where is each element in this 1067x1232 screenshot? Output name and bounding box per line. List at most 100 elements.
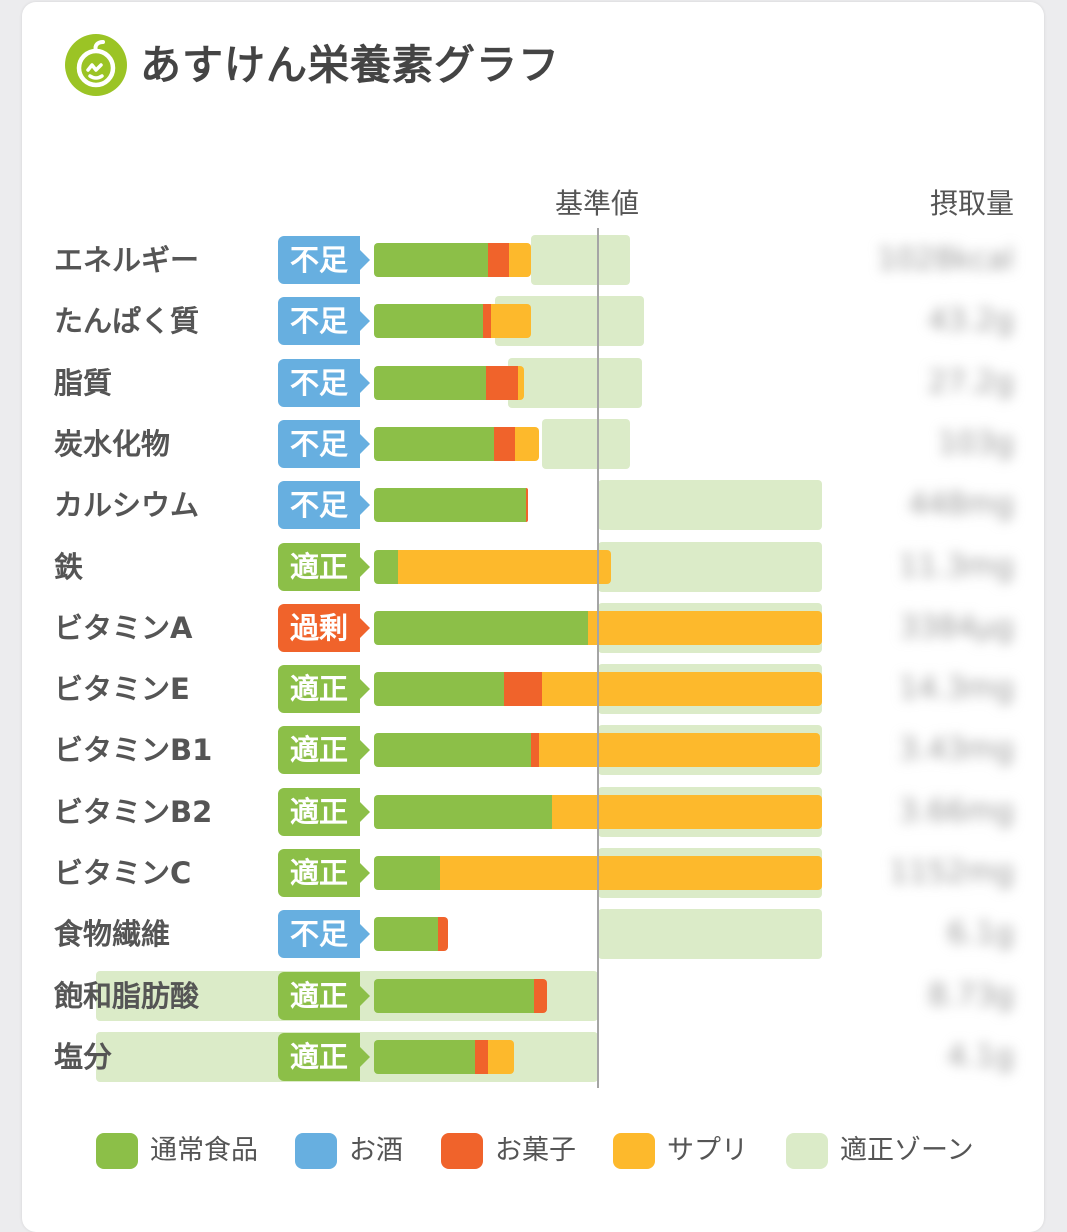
bar-segment-snacks	[483, 304, 492, 339]
intake-value: 1028kcal	[877, 242, 1014, 277]
proper-zone	[598, 909, 822, 960]
intake-column-header: 摂取量	[929, 187, 1014, 220]
proper-zone	[541, 418, 631, 469]
legend-label: お菓子	[495, 1135, 576, 1166]
reference-line	[597, 228, 599, 1088]
bar-segment-supplement	[440, 856, 822, 890]
legend-label: 通常食品	[150, 1135, 258, 1166]
status-badge: 適正	[278, 665, 370, 714]
intake-value: 27.2g	[928, 364, 1014, 400]
legend: 通常食品 お酒 お菓子 サプリ 適正ゾーン	[0, 1126, 1067, 1176]
bar-segment-regular-food	[374, 733, 532, 768]
intake-value: 1152mg	[889, 855, 1014, 890]
status-badge: 不足	[278, 236, 370, 284]
bar-segment-supplement	[508, 243, 531, 277]
bar-segment-supplement	[515, 426, 540, 461]
bar-segment-regular-food	[374, 243, 488, 277]
bar-segment-regular-food	[374, 610, 588, 645]
intake-value: 43.2g	[928, 303, 1014, 339]
bar-segment-supplement	[491, 304, 532, 339]
bar-segment-supplement	[542, 672, 822, 707]
legend-swatch	[96, 1133, 138, 1169]
bar-segment-snacks	[487, 243, 509, 277]
status-badge: 適正	[278, 787, 370, 836]
bar-segment-snacks	[526, 488, 529, 523]
nutrient-name: カルシウム	[54, 488, 200, 523]
bar-segment-regular-food	[374, 856, 441, 890]
status-badge: 適正	[278, 542, 370, 591]
intake-value: 3.66mg	[898, 793, 1014, 829]
bar-segment-regular-food	[374, 794, 553, 829]
status-badge: 不足	[278, 910, 370, 959]
bar-segment-supplement	[552, 794, 822, 829]
intake-value: 6.1g	[947, 916, 1014, 952]
nutrient-name: ビタミンB2	[54, 794, 213, 829]
nutrient-bar-chart: エネルギー 不足 1028kcal たんぱく質 不足 43.2g 脂質 不足 27.2g 炭水化物…	[54, 235, 1014, 1082]
nutrient-name: ビタミンB1	[54, 733, 213, 768]
nutrient-name: ビタミンC	[54, 856, 192, 890]
bar-segment-snacks	[486, 365, 519, 400]
intake-value: 448mg	[908, 487, 1014, 523]
status-badge: 適正	[278, 1032, 370, 1081]
bar-segment-supplement	[587, 610, 822, 645]
bar-segment-supplement	[539, 733, 820, 768]
app-title: あすけん栄養素グラフ	[140, 41, 560, 89]
bar-segment-snacks	[494, 426, 516, 461]
status-badge: 適正	[278, 726, 370, 775]
intake-value: 8.73g	[928, 977, 1014, 1013]
bar-segment-regular-food	[374, 917, 439, 952]
bar-segment-regular-food	[374, 978, 534, 1013]
bar-segment-supplement	[488, 1039, 514, 1074]
bar-segment-supplement	[518, 365, 525, 400]
legend-swatch	[613, 1133, 655, 1169]
apple-icon	[65, 34, 127, 96]
bar-segment-regular-food	[374, 1039, 476, 1074]
bar-segment-snacks	[475, 1039, 488, 1074]
bar-segment-regular-food	[374, 672, 504, 707]
status-badge: 不足	[278, 358, 370, 407]
nutrient-name: たんぱく質	[54, 304, 200, 339]
status-badge: 過剰	[278, 603, 370, 652]
legend-swatch	[441, 1133, 483, 1169]
nutrient-name: 塩分	[54, 1039, 113, 1074]
status-badge: 不足	[278, 419, 370, 468]
legend-label: 適正ゾーン	[840, 1135, 974, 1166]
intake-value: 11.3mg	[898, 548, 1014, 584]
nutrient-name: 脂質	[54, 365, 113, 400]
proper-zone	[598, 541, 822, 592]
nutrient-name: エネルギー	[54, 243, 200, 277]
nutrient-name: 食物繊維	[54, 917, 171, 952]
nutrient-name: 炭水化物	[54, 426, 171, 461]
status-badge: 不足	[278, 481, 370, 530]
bar-segment-supplement	[397, 549, 611, 584]
legend-label: サプリ	[667, 1135, 748, 1166]
proper-zone	[530, 235, 631, 285]
proper-zone	[598, 480, 822, 531]
intake-value: 3384μg	[899, 609, 1014, 645]
legend-swatch	[786, 1133, 828, 1169]
bar-segment-regular-food	[374, 426, 495, 461]
nutrient-name: 飽和脂肪酸	[54, 978, 200, 1013]
intake-value: 4.1g	[947, 1038, 1014, 1074]
bar-segment-regular-food	[374, 488, 527, 523]
bar-segment-regular-food	[374, 549, 398, 584]
bar-segment-regular-food	[374, 304, 484, 339]
nutrient-name: ビタミンE	[54, 672, 190, 707]
bar-segment-snacks	[438, 917, 449, 952]
intake-value: 103g	[937, 425, 1014, 461]
bar-segment-snacks	[503, 672, 542, 707]
legend-swatch	[295, 1133, 337, 1169]
legend-label: お酒	[349, 1135, 403, 1166]
bar-segment-snacks	[533, 978, 547, 1013]
nutrient-name: ビタミンA	[54, 610, 193, 645]
reference-column-header: 基準値	[554, 187, 639, 220]
proper-zone	[508, 357, 642, 408]
bar-segment-snacks	[531, 733, 540, 768]
bar-segment-regular-food	[374, 365, 486, 400]
intake-value: 3.43mg	[898, 732, 1014, 768]
status-badge: 適正	[278, 849, 370, 897]
nutrient-name: 鉄	[54, 549, 84, 584]
intake-value: 14.3mg	[898, 671, 1014, 707]
status-badge: 適正	[278, 971, 370, 1020]
status-badge: 不足	[278, 297, 370, 346]
